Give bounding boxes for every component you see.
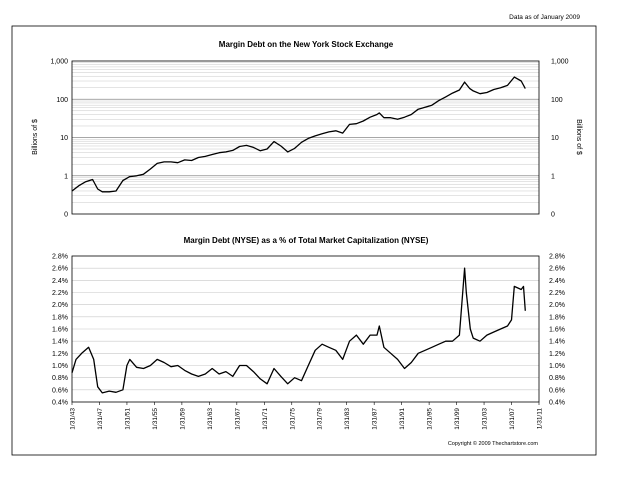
bottom-y-tick-label-right: 0.4% (549, 400, 565, 407)
bottom-y-tick-label-right: 1.0% (549, 363, 565, 370)
bottom-y-tick-label-right: 2.6% (549, 266, 565, 273)
bottom-y-tick-label-right: 2.0% (549, 302, 565, 309)
bottom-y-tick-label-left: 1.8% (52, 314, 68, 321)
data-note: Data as of January 2009 (509, 14, 580, 21)
x-tick-label: 1/31/67 (234, 408, 241, 430)
top-y-tick-label-left: 100 (56, 97, 68, 104)
bottom-plot-area (71, 255, 540, 403)
bottom-y-tick-label-right: 2.4% (549, 278, 565, 285)
x-tick-label: 1/31/71 (262, 408, 269, 430)
x-tick-label: 1/31/51 (124, 408, 131, 430)
bottom-y-tick-label-left: 0.8% (52, 375, 68, 382)
x-tick-label: 1/31/75 (289, 408, 296, 430)
top-y-tick-label-right: 1 (551, 173, 555, 180)
x-tick-label: 1/31/03 (482, 408, 489, 430)
bottom-y-tick-label-right: 0.6% (549, 387, 565, 394)
bottom-y-tick-label-left: 2.8% (52, 254, 68, 261)
top-series-line (71, 76, 526, 193)
x-tick-labels: 1/31/43 1/31/47 1/31/51 1/31/55 1/31/59 1/31/… (70, 402, 544, 430)
bottom-y-tick-label-right: 1.4% (549, 339, 565, 346)
top-y-tick-label-left: 10 (60, 135, 68, 142)
bottom-y-tick-label-left: 1.4% (52, 339, 68, 346)
bottom-y-tick-label-left: 2.2% (52, 290, 68, 297)
bottom-y-tick-label-right: 0.8% (549, 375, 565, 382)
bottom-y-tick-label-right: 1.2% (549, 351, 565, 358)
top-series-line-group (71, 76, 526, 193)
top-y-axis-label-right: Billions of $ (575, 119, 582, 155)
top-chart-title: Margin Debt on the New York Stock Exchan… (219, 40, 394, 49)
bottom-y-tick-label-left: 2.4% (52, 278, 68, 285)
top-chart-grid (72, 62, 539, 203)
bottom-y-tick-label-right: 2.2% (549, 290, 565, 297)
x-tick-label: 1/31/55 (152, 408, 159, 430)
x-tick-label: 1/31/79 (317, 408, 324, 430)
bottom-y-ticks: 0.4% 0.4% 0.6% 0.6% 0.8% 0.8% 1.0% 1.0% 1.2% 1.2%… (52, 254, 565, 407)
top-y-ticks: 0 0 1 1 10 10 100 100 1,000 1,000 (50, 59, 568, 219)
x-tick-label: 1/31/83 (344, 408, 351, 430)
x-tick-label: 1/31/59 (179, 408, 186, 430)
top-y-tick-label-left: 1,000 (50, 59, 68, 66)
x-tick-label: 1/31/47 (97, 408, 104, 430)
x-tick-label: 1/31/87 (372, 408, 379, 430)
bottom-y-tick-label-right: 1.6% (549, 327, 565, 334)
top-y-tick-label-left: 0 (64, 212, 68, 219)
x-tick-label: 1/31/43 (70, 408, 77, 430)
x-tick-label: 1/31/07 (509, 408, 516, 430)
bottom-y-tick-label-left: 0.6% (52, 387, 68, 394)
top-y-tick-label-right: 10 (551, 135, 559, 142)
bottom-y-tick-label-left: 2.0% (52, 302, 68, 309)
bottom-y-tick-label-right: 2.8% (549, 254, 565, 261)
x-tick-label: 1/31/91 (399, 408, 406, 430)
bottom-y-tick-label-left: 1.2% (52, 351, 68, 358)
top-y-tick-label-right: 0 (551, 212, 555, 219)
bottom-y-tick-label-left: 1.0% (52, 363, 68, 370)
bottom-y-tick-label-left: 1.6% (52, 327, 68, 334)
x-tick-label: 1/31/95 (427, 408, 434, 430)
top-y-tick-label-right: 1,000 (551, 59, 569, 66)
top-y-tick-label-right: 100 (551, 97, 563, 104)
bottom-chart-grid (72, 267, 539, 391)
bottom-series-line-group (71, 267, 526, 394)
copyright-note: Copyright © 2009 Thechartstore.com (448, 440, 539, 447)
top-y-tick-label-left: 1 (64, 173, 68, 180)
x-tick-label: 1/31/63 (207, 408, 214, 430)
bottom-series-line (71, 267, 526, 394)
x-tick-label: 1/31/11 (537, 408, 544, 430)
bottom-chart-title: Margin Debt (NYSE) as a % of Total Marke… (184, 236, 429, 245)
top-y-axis-label-left: Billions of $ (32, 119, 39, 155)
bottom-y-tick-label-right: 1.8% (549, 314, 565, 321)
x-tick-label: 1/31/99 (454, 408, 461, 430)
bottom-y-tick-label-left: 2.6% (52, 266, 68, 273)
figure-frame (11, 25, 597, 456)
top-plot-area (71, 60, 540, 215)
bottom-y-tick-label-left: 0.4% (52, 400, 68, 407)
